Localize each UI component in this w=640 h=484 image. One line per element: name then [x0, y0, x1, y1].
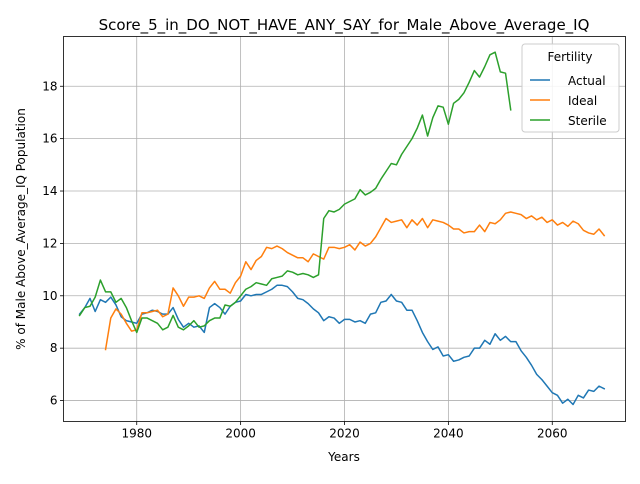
- x-tick-label: 1980: [121, 427, 152, 441]
- y-tick-label: 10: [42, 289, 57, 303]
- chart-title: Score_5_in_DO_NOT_HAVE_ANY_SAY_for_Male_…: [99, 16, 590, 35]
- x-tick-label: 2000: [225, 427, 256, 441]
- series-lines: [78, 51, 606, 406]
- legend-label-sterile: Sterile: [568, 114, 607, 128]
- y-axis-label: % of Male Above_Average_IQ Population: [14, 108, 28, 350]
- legend-box: [521, 43, 620, 133]
- axis-ticks: 1980 2000 2020 2040 2060 6 8 10 12 14 16 18: [42, 79, 567, 440]
- legend: Fertility Actual Ideal Sterile: [521, 43, 620, 133]
- legend-title: Fertility: [547, 50, 592, 64]
- y-tick-label: 6: [50, 394, 58, 408]
- y-tick-label: 18: [42, 79, 57, 93]
- y-tick-label: 16: [42, 132, 57, 146]
- y-tick-label: 14: [42, 184, 57, 198]
- series-line-ideal: [104, 211, 606, 351]
- legend-label-ideal: Ideal: [568, 94, 597, 108]
- y-tick-label: 8: [50, 341, 58, 355]
- x-tick-label: 2040: [433, 427, 464, 441]
- y-tick-label: 12: [42, 236, 57, 250]
- series-line-sterile: [78, 51, 512, 334]
- x-axis-label: Years: [327, 450, 360, 464]
- legend-label-actual: Actual: [568, 74, 606, 88]
- grid: [63, 36, 626, 422]
- x-tick-label: 2060: [537, 427, 568, 441]
- x-tick-label: 2020: [329, 427, 360, 441]
